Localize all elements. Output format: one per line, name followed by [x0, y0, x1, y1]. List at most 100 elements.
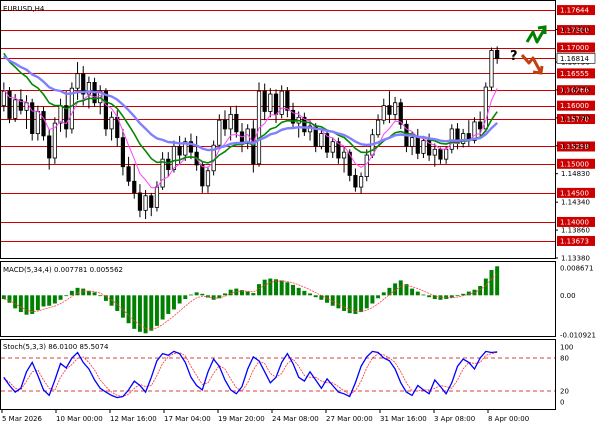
- macd-bar: [325, 295, 330, 303]
- macd-bar: [24, 295, 29, 315]
- bull-candle: [109, 116, 114, 130]
- macd-bar: [120, 295, 125, 318]
- macd-bar: [160, 295, 165, 320]
- level-price-tag: [557, 42, 595, 53]
- bull-candle: [358, 176, 364, 188]
- bull-candle: [375, 119, 381, 136]
- macd-bar: [30, 295, 35, 314]
- macd-bar: [115, 295, 120, 311]
- bear-candle: [347, 151, 352, 176]
- bull-candle: [461, 133, 466, 144]
- price-tick-label: 1.13380: [561, 255, 590, 263]
- bear-candle: [495, 50, 500, 59]
- macd-bar: [137, 295, 142, 332]
- macd-bar: [262, 279, 267, 296]
- macd-bar: [336, 295, 341, 309]
- macd-bar: [398, 280, 403, 296]
- macd-bar: [415, 291, 420, 296]
- main-panel-frame: [0, 0, 556, 259]
- bear-candle: [234, 113, 239, 133]
- bear-candle: [222, 119, 228, 130]
- stoch-tick-label: 20: [560, 388, 569, 396]
- bull-candle: [472, 121, 477, 141]
- bull-candle: [319, 133, 324, 147]
- macd-bar: [285, 282, 290, 296]
- time-tick-label: 10 Mar 00:00: [56, 415, 103, 423]
- bull-candle: [256, 90, 262, 165]
- price-tick-label: 1.13860: [561, 227, 590, 235]
- bull-candle: [154, 186, 160, 208]
- macd-panel-frame: [0, 261, 556, 337]
- bear-candle: [120, 137, 126, 168]
- up-arrowhead-icon: [537, 25, 547, 34]
- bull-candle: [245, 128, 250, 144]
- macd-bar: [495, 266, 500, 296]
- macd-bar: [35, 295, 40, 311]
- bear-candle: [415, 137, 420, 154]
- level-price-label: 1.16000: [560, 102, 589, 110]
- bear-candle: [200, 164, 205, 187]
- time-tick-label: 17 Mar 04:00: [164, 415, 211, 423]
- macd-bar: [194, 292, 199, 296]
- macd-bar: [171, 295, 176, 310]
- macd-bar: [103, 295, 108, 301]
- macd-bar: [461, 293, 466, 296]
- macd-bar: [291, 284, 296, 296]
- bear-candle: [427, 140, 432, 156]
- level-price-tag: [557, 141, 595, 152]
- macd-bar: [109, 295, 114, 306]
- macd-bar: [421, 294, 426, 296]
- macd-bar: [478, 285, 483, 296]
- macd-bar: [64, 295, 69, 297]
- bear-candle: [387, 105, 392, 115]
- time-tick-label: 24 Mar 08:00: [272, 415, 319, 423]
- macd-signal-line: [3, 273, 498, 330]
- macd-bar: [427, 295, 432, 298]
- down-arrowhead-icon: [532, 65, 544, 75]
- macd-bar: [449, 295, 454, 298]
- current-price-tag: [556, 53, 596, 64]
- macd-bar: [251, 293, 256, 296]
- level-price-label: 1.14000: [560, 218, 589, 226]
- level-price-label: 1.15298: [560, 143, 589, 151]
- bull-candle: [143, 195, 148, 211]
- level-price-label: 1.14500: [560, 189, 589, 197]
- macd-bar: [438, 295, 443, 300]
- main-chart-title: EURUSD,H4: [3, 5, 45, 13]
- macd-bar: [18, 295, 23, 313]
- bear-candle: [478, 121, 483, 130]
- macd-tick-label: 0.00: [560, 292, 576, 300]
- macd-bar: [69, 290, 74, 296]
- bull-candle: [381, 105, 386, 121]
- level-price-tag: [557, 25, 595, 36]
- macd-title: MACD(5,34,4) 0.007781 0.005562: [3, 266, 123, 274]
- level-price-tag: [557, 114, 595, 125]
- level-price-tag: [557, 100, 595, 111]
- time-tick-label: 27 Mar 00:00: [326, 415, 373, 423]
- bull-candle: [392, 102, 398, 115]
- bull-candle: [279, 90, 284, 115]
- macd-panel: MACD(5,34,4) 0.007781 0.005562 0.0086710…: [0, 261, 596, 340]
- bear-candle: [132, 180, 137, 194]
- bear-candle: [262, 90, 267, 112]
- time-tick-label: 3 Apr 08:00: [434, 415, 475, 423]
- macd-bar: [1, 295, 6, 300]
- macd-bar: [228, 289, 233, 296]
- macd-bar: [177, 295, 182, 304]
- bear-candle: [64, 105, 69, 130]
- macd-bar: [217, 295, 222, 299]
- bear-candle: [251, 128, 256, 165]
- macd-bar: [13, 295, 18, 309]
- level-price-label: 1.13673: [560, 237, 589, 245]
- level-price-tag: [557, 187, 595, 198]
- price-tick-label: 1.15310: [561, 142, 590, 150]
- level-price-tag: [557, 68, 595, 79]
- bear-candle: [137, 192, 143, 211]
- bear-candle: [166, 158, 171, 171]
- time-tick-label: 12 Mar 16:00: [110, 415, 157, 423]
- macd-bar: [47, 295, 52, 306]
- price-tick-label: 1.16270: [561, 86, 590, 94]
- bull-candle: [341, 151, 347, 159]
- macd-bar: [245, 291, 250, 296]
- macd-bar: [330, 295, 335, 306]
